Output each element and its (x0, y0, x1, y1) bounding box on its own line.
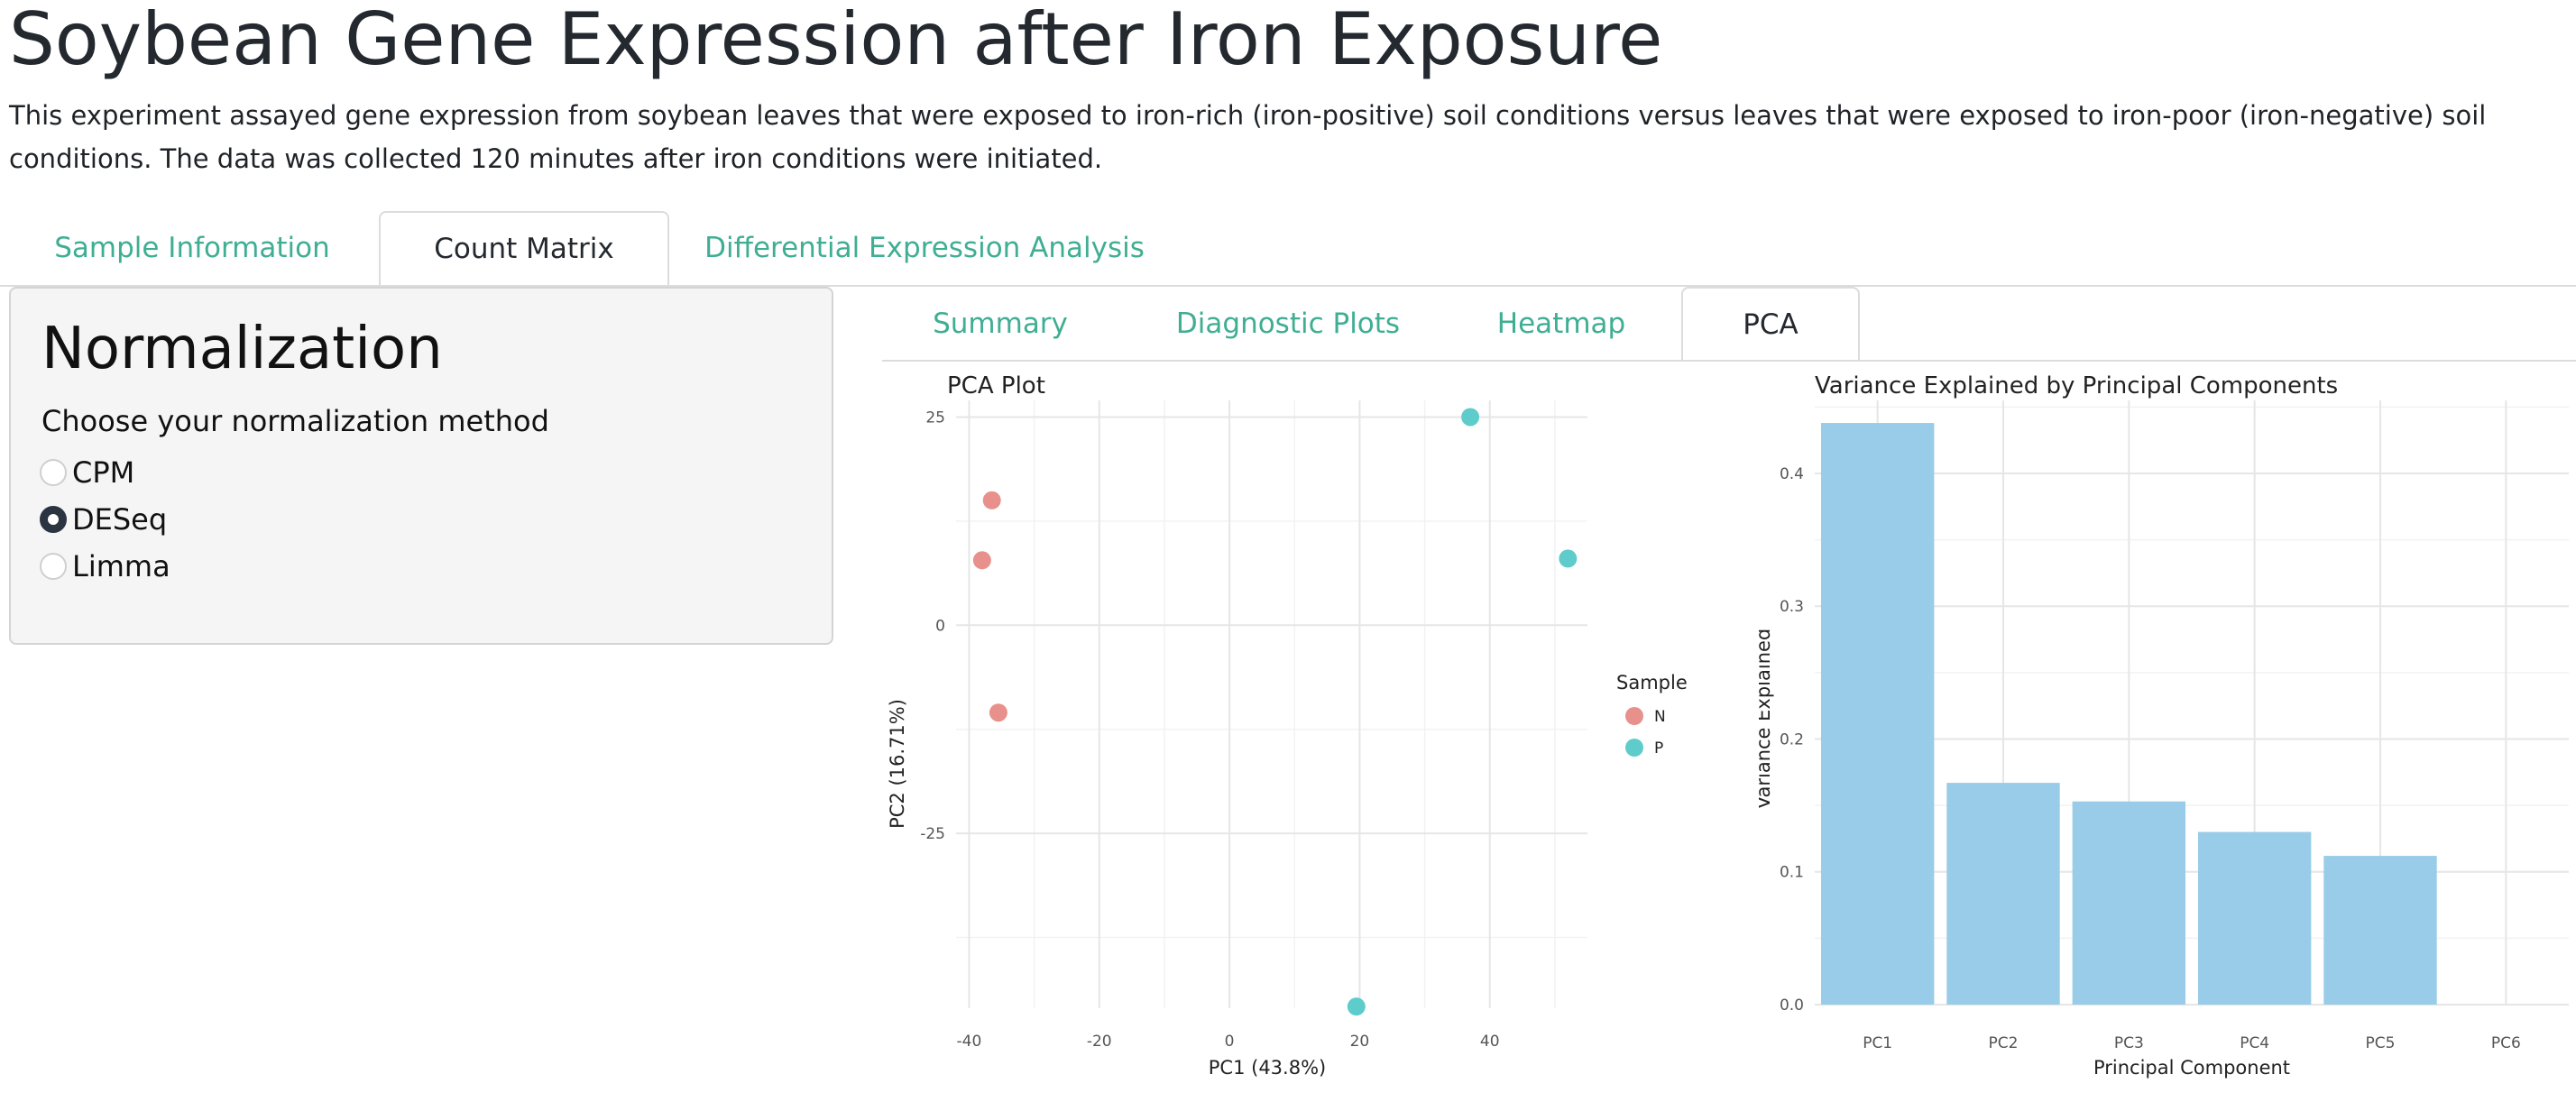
legend-label-n: N (1654, 708, 1666, 726)
normalization-panel: Normalization Choose your normalization … (9, 287, 833, 645)
pca-x-tick-label: -20 (1087, 1033, 1112, 1051)
variance-tick-labels: 0.0 0.1 0.2 0.3 0.4 PC1 PC2 PC3 PC4 PC5 PC6 (1780, 465, 2521, 1052)
pca-legend: Sample N P (1616, 672, 1688, 758)
variance-xlabel: Principal Component (2093, 1057, 2290, 1079)
variance-x-tick-label: PC1 (1863, 1034, 1892, 1052)
variance-y-tick-label: 0.0 (1780, 996, 1804, 1015)
variance-x-tick-label: PC5 (2366, 1034, 2396, 1052)
variance-bar-pc1 (1820, 423, 1935, 1005)
pca-point-n (982, 491, 1001, 510)
pca-point-n (989, 703, 1007, 722)
variance-ylabel: Variance Explained (1759, 629, 1774, 810)
variance-bar-pc5 (2323, 856, 2437, 1005)
variance-bar-pc2 (1946, 783, 2060, 1005)
tab-sample-information[interactable]: Sample Information (54, 232, 330, 264)
radio-label-limma: Limma (72, 549, 170, 583)
variance-bars (1820, 423, 2437, 1005)
variance-x-tick-label: PC2 (1989, 1034, 2019, 1052)
pca-xlabel: PC1 (43.8%) (1209, 1057, 1326, 1079)
variance-x-tick-label: PC6 (2491, 1034, 2521, 1052)
pca-y-tick-label: 25 (925, 409, 945, 427)
radio-limma[interactable] (40, 553, 67, 580)
variance-title: Variance Explained by Principal Componen… (1815, 372, 2338, 399)
pca-plot: PCA Plot -40 -20 0 20 40 25 0 -25 PC1 (43.8%) P… (887, 372, 1688, 1079)
pca-point-p (1347, 997, 1366, 1016)
pca-legend-title: Sample (1616, 672, 1688, 693)
tab-pca[interactable]: PCA (1681, 287, 1860, 361)
pca-x-tick-label: 0 (1225, 1033, 1235, 1051)
tab-count-matrix[interactable]: Count Matrix (379, 211, 669, 285)
radio-option-limma[interactable]: Limma (40, 543, 170, 590)
radio-option-cpm[interactable]: CPM (40, 449, 134, 496)
page-title: Soybean Gene Expression after Iron Expos… (9, 0, 1663, 81)
pca-x-tick-label: -40 (957, 1033, 982, 1051)
tab-summary[interactable]: Summary (933, 308, 1068, 340)
tab-diagnostic-plots[interactable]: Diagnostic Plots (1175, 308, 1401, 340)
pca-point-p (1559, 549, 1578, 568)
tab-heatmap[interactable]: Heatmap (1496, 308, 1626, 340)
legend-label-p: P (1654, 739, 1663, 758)
pca-x-tick-label: 20 (1350, 1033, 1370, 1051)
variance-y-tick-label: 0.4 (1780, 465, 1804, 483)
pca-ylabel: PC2 (16.71%) (887, 699, 908, 829)
pca-tick-labels: -40 -20 0 20 40 25 0 -25 (920, 409, 1499, 1051)
normalization-heading: Normalization (41, 316, 443, 382)
pca-point-p (1461, 408, 1480, 427)
main-tabs: Sample Information Count Matrix Differen… (0, 211, 2576, 285)
radio-cpm[interactable] (40, 459, 67, 486)
variance-bar-pc4 (2197, 831, 2312, 1005)
plot-tabs-divider (882, 360, 2576, 362)
legend-swatch-n (1625, 707, 1643, 725)
pca-title: PCA Plot (947, 372, 1045, 399)
pca-points (972, 408, 1578, 1016)
variance-y-tick-label: 0.3 (1780, 598, 1804, 616)
variance-y-tick-label: 0.1 (1780, 864, 1804, 882)
radio-label-cpm: CPM (72, 455, 135, 490)
plot-tabs: Summary Diagnostic Plots Heatmap PCA (882, 287, 2576, 361)
variance-bar-pc3 (2072, 801, 2186, 1005)
page-description: This experiment assayed gene expression … (9, 100, 2487, 174)
legend-swatch-p (1625, 739, 1643, 757)
main-tabs-divider (0, 285, 2576, 287)
radio-option-deseq[interactable]: DESeq (40, 496, 167, 543)
radio-deseq[interactable] (40, 506, 67, 533)
normalization-label: Choose your normalization method (41, 404, 549, 438)
variance-chart: Variance Explained by Principal Componen… (1759, 372, 2569, 1079)
pca-y-tick-label: -25 (920, 825, 945, 843)
tab-differential-expression-analysis[interactable]: Differential Expression Analysis (704, 232, 1145, 264)
pca-x-tick-label: 40 (1480, 1033, 1500, 1051)
variance-x-tick-label: PC3 (2114, 1034, 2144, 1052)
variance-x-tick-label: PC4 (2240, 1034, 2269, 1052)
pca-point-n (972, 551, 991, 570)
pca-y-tick-label: 0 (935, 617, 945, 635)
variance-y-tick-label: 0.2 (1780, 730, 1804, 748)
radio-label-deseq: DESeq (72, 502, 168, 537)
pca-grid (956, 400, 1587, 1008)
